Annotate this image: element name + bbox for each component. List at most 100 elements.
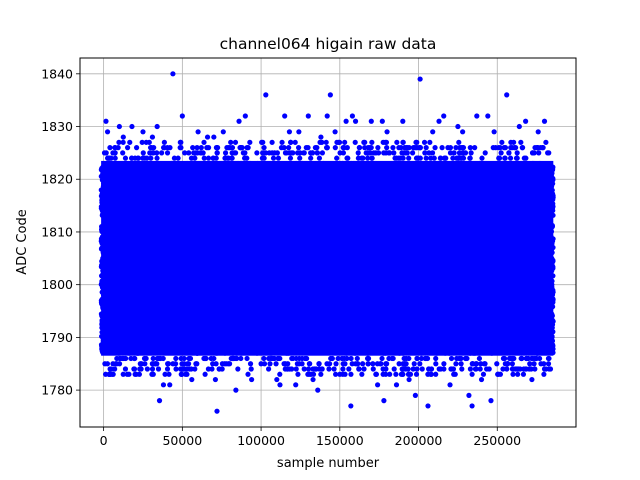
outlier-point — [269, 139, 275, 145]
data-point — [417, 145, 423, 151]
data-point — [120, 150, 126, 156]
outlier-point — [315, 387, 321, 393]
outlier-point — [226, 361, 233, 367]
data-point — [136, 371, 143, 377]
data-point — [550, 177, 556, 183]
data-point — [348, 355, 354, 362]
data-point — [267, 350, 273, 356]
outlier-point — [236, 118, 242, 124]
outlier-point — [510, 371, 516, 377]
dense-band-fill — [101, 160, 554, 356]
outlier-point — [310, 376, 316, 383]
data-point — [518, 355, 524, 362]
data-point — [172, 361, 179, 367]
data-point — [184, 160, 190, 167]
data-point — [120, 139, 126, 145]
data-point — [275, 155, 282, 161]
data-point — [259, 155, 265, 161]
data-point — [288, 139, 294, 145]
data-point — [344, 145, 350, 151]
data-point — [433, 355, 439, 362]
data-point — [391, 366, 397, 372]
data-point — [396, 145, 402, 151]
data-point — [539, 145, 545, 151]
data-point — [352, 139, 358, 145]
outlier-point — [132, 371, 138, 377]
data-point — [100, 292, 107, 298]
data-point — [549, 194, 555, 200]
data-point — [504, 366, 510, 372]
data-point — [419, 366, 425, 372]
data-point — [428, 155, 434, 161]
data-point — [479, 155, 485, 161]
data-point — [496, 155, 502, 161]
data-point — [326, 361, 333, 367]
outlier-point — [417, 76, 423, 82]
data-point — [245, 145, 251, 151]
data-point — [304, 355, 310, 362]
data-point — [476, 350, 482, 356]
data-point — [168, 160, 175, 167]
data-point — [214, 150, 220, 156]
data-point — [453, 361, 459, 367]
data-point — [532, 366, 538, 372]
data-point — [210, 155, 216, 161]
data-point — [297, 150, 303, 156]
data-point — [502, 145, 509, 151]
data-point — [342, 139, 348, 145]
data-point — [332, 145, 338, 151]
data-point — [526, 366, 532, 372]
data-point — [266, 150, 272, 156]
outlier-point — [343, 118, 349, 124]
data-point — [238, 355, 244, 362]
data-point — [450, 155, 456, 161]
data-point — [530, 355, 536, 362]
data-point — [202, 371, 208, 377]
data-point — [275, 355, 281, 362]
data-point — [371, 150, 377, 156]
data-point — [549, 250, 555, 256]
data-point — [432, 145, 438, 151]
outlier-point — [249, 376, 255, 383]
data-point — [100, 246, 106, 252]
data-point — [286, 145, 292, 151]
data-point — [139, 139, 145, 145]
data-point — [205, 155, 212, 161]
outlier-point — [277, 382, 283, 388]
data-point — [176, 160, 182, 167]
data-point — [148, 155, 154, 161]
data-point — [369, 155, 375, 161]
data-point — [299, 160, 305, 167]
data-point — [364, 355, 371, 362]
outlier-point — [455, 123, 461, 130]
data-point — [194, 361, 200, 367]
data-point — [381, 150, 387, 156]
data-point — [296, 145, 302, 151]
data-point — [100, 346, 106, 352]
outlier-point — [504, 92, 510, 98]
data-point — [245, 371, 251, 377]
data-point — [508, 139, 514, 145]
data-point — [394, 139, 400, 145]
data-point — [354, 355, 360, 362]
data-point — [502, 155, 508, 161]
data-point — [459, 366, 465, 372]
data-point — [545, 361, 552, 367]
data-point — [379, 355, 385, 362]
data-point — [248, 366, 254, 372]
data-point — [135, 160, 141, 167]
data-point — [472, 366, 479, 372]
data-point — [370, 366, 376, 372]
data-point — [234, 350, 240, 356]
data-point — [267, 361, 273, 367]
data-point — [355, 150, 361, 156]
data-point — [277, 371, 283, 377]
outlier-point — [425, 403, 431, 409]
data-point — [447, 145, 454, 151]
data-point — [146, 139, 152, 145]
data-point — [497, 145, 503, 151]
data-point — [454, 155, 461, 161]
data-point — [112, 145, 118, 151]
data-point — [234, 355, 240, 362]
data-point — [514, 150, 520, 156]
